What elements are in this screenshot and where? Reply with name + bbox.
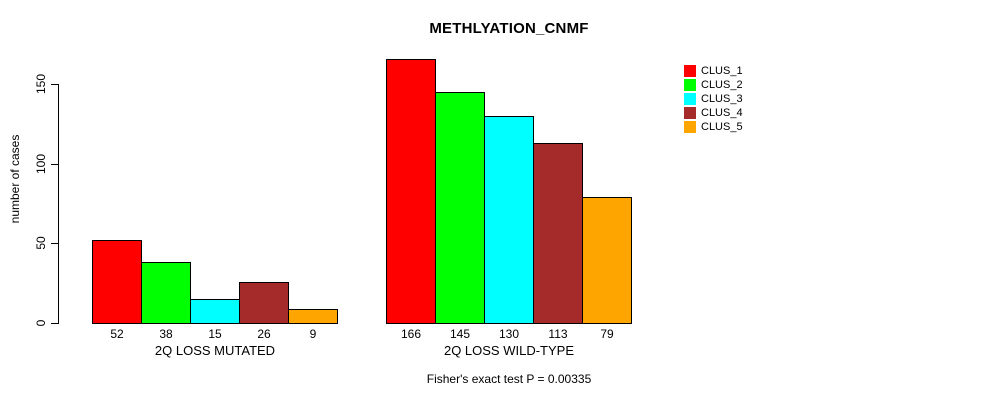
legend-swatch-icon <box>684 121 696 133</box>
legend-item-label: CLUS_4 <box>701 107 743 119</box>
bar-2q-loss-wild-type-clus-4 <box>533 143 583 324</box>
bar-value-label-2q-loss-mutated-clus-2: 38 <box>159 327 173 341</box>
y-tick-label-150: 150 <box>34 73 48 95</box>
legend-item-label: CLUS_5 <box>701 121 743 133</box>
legend-item-label: CLUS_2 <box>701 79 743 91</box>
bar-value-label-2q-loss-mutated-clus-1: 52 <box>110 327 124 341</box>
bar-2q-loss-mutated-clus-3 <box>190 299 240 324</box>
bar-2q-loss-mutated-clus-5 <box>288 309 338 324</box>
legend-swatch-icon <box>684 79 696 91</box>
bar-value-label-2q-loss-wild-type-clus-2: 145 <box>449 327 471 341</box>
legend-item-label: CLUS_1 <box>701 65 743 77</box>
legend-item-clus-3: CLUS_3 <box>684 93 743 105</box>
legend-item-clus-4: CLUS_4 <box>684 107 743 119</box>
chart-title: METHLYATION_CNMF <box>429 20 589 37</box>
bar-value-label-2q-loss-wild-type-clus-5: 79 <box>600 327 614 341</box>
legend: CLUS_1 CLUS_2 CLUS_3 CLUS_4 CLUS_5 <box>684 65 743 135</box>
bar-value-label-2q-loss-mutated-clus-4: 26 <box>257 327 271 341</box>
bar-2q-loss-wild-type-clus-5 <box>582 197 632 324</box>
bar-2q-loss-wild-type-clus-3 <box>484 116 534 324</box>
legend-swatch-icon <box>684 65 696 77</box>
y-tick-100 <box>51 164 58 165</box>
bar-2q-loss-mutated-clus-2 <box>141 262 191 324</box>
y-axis-line <box>58 84 59 324</box>
legend-item-clus-1: CLUS_1 <box>684 65 743 77</box>
bar-value-label-2q-loss-mutated-clus-5: 9 <box>309 327 317 341</box>
y-tick-label-100: 100 <box>34 153 48 175</box>
legend-item-clus-5: CLUS_5 <box>684 121 743 133</box>
bar-2q-loss-mutated-clus-4 <box>239 282 289 324</box>
y-tick-label-50: 50 <box>34 236 48 250</box>
y-axis-label: number of cases <box>8 134 22 224</box>
bar-value-label-2q-loss-wild-type-clus-1: 166 <box>400 327 422 341</box>
legend-item-label: CLUS_3 <box>701 93 743 105</box>
bar-2q-loss-wild-type-clus-1 <box>386 59 436 324</box>
y-tick-0 <box>51 323 58 324</box>
y-tick-50 <box>51 243 58 244</box>
legend-swatch-icon <box>684 93 696 105</box>
bar-value-label-2q-loss-wild-type-clus-3: 130 <box>498 327 520 341</box>
bar-value-label-2q-loss-mutated-clus-3: 15 <box>208 327 222 341</box>
bar-2q-loss-wild-type-clus-2 <box>435 92 485 324</box>
bar-2q-loss-mutated-clus-1 <box>92 240 142 324</box>
y-tick-label-0: 0 <box>34 319 48 327</box>
category-label-2q-loss-wild-type: 2Q LOSS WILD-TYPE <box>443 343 575 358</box>
annotation-text: Fisher's exact test P = 0.00335 <box>426 372 592 386</box>
legend-item-clus-2: CLUS_2 <box>684 79 743 91</box>
y-tick-150 <box>51 84 58 85</box>
legend-swatch-icon <box>684 107 696 119</box>
bar-value-label-2q-loss-wild-type-clus-4: 113 <box>548 327 568 341</box>
category-label-2q-loss-mutated: 2Q LOSS MUTATED <box>154 343 276 358</box>
